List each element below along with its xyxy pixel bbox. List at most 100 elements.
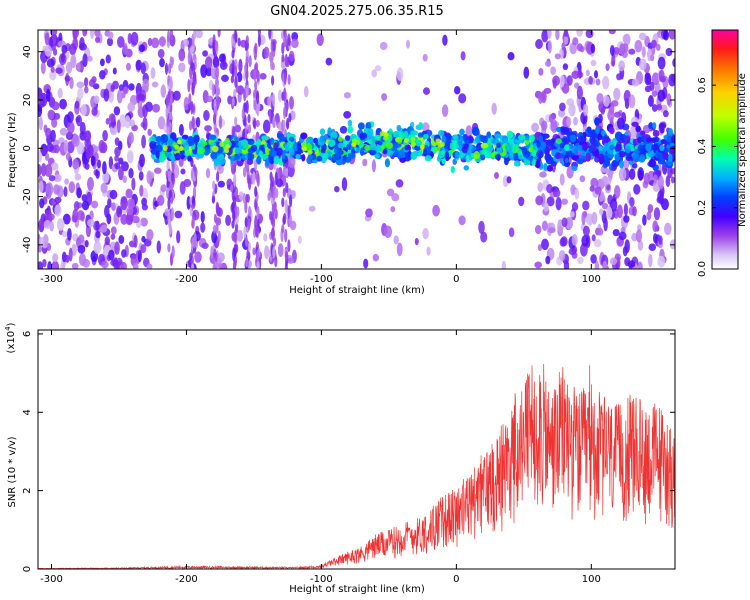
spectral-blob — [660, 125, 665, 134]
spectral-blob — [121, 249, 127, 258]
spectral-blob — [416, 151, 423, 157]
spectral-blob — [54, 204, 62, 217]
spectral-blob — [46, 58, 55, 68]
spectral-blob — [212, 263, 216, 269]
spectral-blob — [638, 32, 647, 41]
spectral-blob — [142, 78, 150, 91]
spectral-blob — [183, 96, 190, 111]
spectral-blob — [193, 71, 197, 82]
spectral-blob — [202, 50, 208, 57]
spectral-blob — [538, 135, 544, 143]
spectral-blob — [160, 184, 167, 193]
spectral-blob — [609, 257, 618, 266]
spectral-blob — [254, 42, 258, 54]
spectral-blob — [128, 131, 134, 145]
spectral-blob — [667, 165, 673, 179]
spectral-blob — [40, 147, 48, 155]
snr-y-tick-label: 0 — [22, 566, 33, 572]
spectral-blob — [571, 233, 578, 246]
spectral-blob — [171, 174, 175, 186]
spectral-blob — [89, 30, 95, 39]
spectral-blob — [568, 106, 574, 116]
spectral-blob — [371, 135, 376, 145]
spectral-blob — [622, 246, 628, 257]
spectral-blob — [125, 188, 133, 199]
spectral-blob — [289, 96, 294, 110]
spectral-blob — [195, 116, 201, 128]
spectrogram-x-label: Height of straight line (km) — [289, 285, 425, 296]
spectral-blob — [147, 128, 152, 137]
spectral-blob — [286, 257, 295, 264]
spectral-blob — [121, 86, 129, 95]
spectral-blob — [664, 222, 672, 236]
spectral-blob — [210, 152, 218, 160]
spectral-blob — [38, 150, 43, 163]
spectral-blob — [507, 138, 514, 145]
spectral-blob — [107, 197, 112, 209]
spectral-blob — [211, 83, 215, 97]
spectral-blob — [609, 144, 615, 151]
spectral-blob — [371, 69, 377, 78]
spectral-blob — [613, 111, 622, 118]
spectral-blob — [72, 158, 79, 170]
spectral-blob — [552, 188, 561, 198]
spectral-blob — [78, 42, 87, 51]
snr-scale-label: (x10 — [6, 331, 17, 354]
spectral-blob — [252, 247, 256, 256]
spectral-blob — [672, 58, 675, 68]
spectral-blob — [288, 50, 295, 62]
spectral-blob — [213, 213, 217, 223]
spectral-blob — [344, 156, 351, 163]
spectral-blob — [66, 141, 75, 154]
spectral-blob — [257, 33, 261, 47]
spectral-blob — [237, 85, 245, 95]
spectral-blob — [236, 229, 243, 242]
spectral-blob — [594, 260, 600, 269]
spectral-blob — [547, 30, 552, 40]
spectral-blob — [605, 176, 612, 185]
spectral-blob — [50, 162, 59, 171]
spectral-blob — [666, 135, 672, 143]
spectral-blob — [444, 151, 450, 160]
spectral-blob — [270, 186, 274, 198]
spectral-blob — [480, 142, 489, 149]
spectral-blob — [166, 125, 170, 136]
spectral-blob — [308, 205, 316, 212]
spectral-blob — [135, 59, 143, 71]
spectral-blob — [145, 101, 153, 113]
spectral-blob — [616, 204, 623, 219]
spectral-blob — [71, 134, 80, 147]
spectral-blob — [650, 54, 655, 62]
spectral-blob — [381, 93, 388, 101]
spectral-blob — [616, 73, 622, 81]
spectral-blob — [573, 148, 579, 156]
spectral-blob — [403, 130, 409, 139]
spectral-blob — [622, 33, 631, 44]
spectral-blob — [189, 252, 193, 261]
spectral-blob — [460, 51, 466, 61]
spectral-blob — [193, 134, 200, 143]
spectral-blob — [653, 136, 660, 143]
spectral-blob — [555, 138, 562, 144]
spectral-blob — [100, 182, 108, 194]
spectral-blob — [547, 40, 552, 54]
spectral-blob — [589, 185, 595, 192]
spectral-blob — [72, 30, 78, 41]
spectral-blob — [91, 76, 97, 84]
spectral-blob — [568, 247, 577, 256]
spectral-blob — [645, 143, 652, 152]
spectral-blob — [576, 157, 584, 165]
spectral-blob — [116, 205, 123, 218]
spectral-blob — [537, 244, 543, 252]
snr-x-tick-label: 0 — [453, 574, 459, 585]
spectral-blob — [287, 239, 291, 253]
spectral-blob — [49, 70, 57, 81]
spectral-blob — [160, 84, 167, 98]
spectral-blob — [599, 208, 604, 216]
spectral-blob — [630, 124, 637, 139]
spectral-blob — [70, 54, 77, 69]
spectral-blob — [563, 30, 569, 37]
spectral-blob — [247, 217, 251, 231]
spectral-blob — [114, 137, 120, 146]
spectral-blob — [44, 164, 53, 178]
